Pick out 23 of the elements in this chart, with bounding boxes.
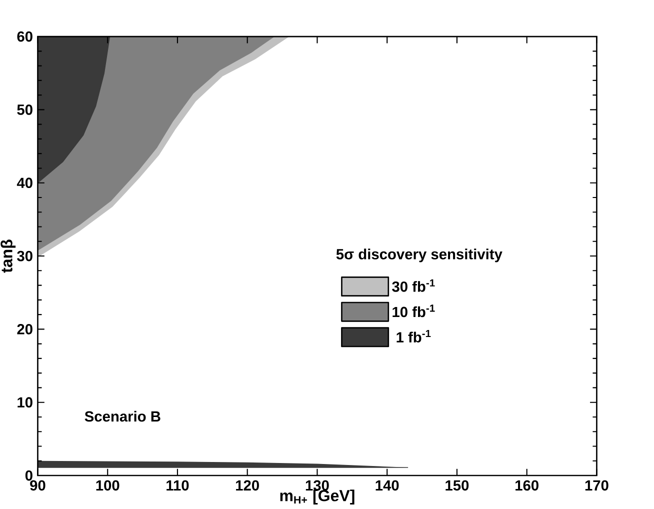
- y-tick-label: 30: [17, 250, 32, 262]
- legend-label: 10 fb$^{-1}$: [392, 304, 435, 318]
- x-tick-label: 150: [446, 480, 469, 491]
- x-tick-label: 90: [30, 480, 46, 491]
- x-tick-label: 130: [306, 480, 329, 491]
- y-tick-label: 40: [16, 178, 32, 188]
- x-tick-label: 160: [516, 480, 538, 491]
- y-tick-label: 20: [17, 324, 32, 334]
- y-tick-label: 10: [18, 397, 32, 408]
- annotation: Scenario B: [84, 410, 160, 422]
- legend-label: 30 fb$^{-1}$: [392, 279, 435, 292]
- legend-title: 5σ discovery sensitivity: [336, 248, 502, 262]
- x-tick-label: 170: [585, 480, 608, 491]
- legend-label: 1 fb$^{-1}$: [396, 330, 431, 342]
- x-tick-label: 140: [376, 480, 399, 491]
- x-tick-label: 110: [166, 480, 189, 491]
- y-tick-label: 0: [25, 470, 32, 481]
- x-tick-label: 100: [96, 480, 120, 491]
- y-tick-label: 50: [17, 104, 32, 115]
- y-axis-title: tanβ: [0, 240, 16, 273]
- x-tick-label: 120: [236, 480, 259, 491]
- y-tick-label: 60: [17, 31, 32, 42]
- x-axis-title: m$_{H+}$ [GeV]: [280, 490, 354, 504]
